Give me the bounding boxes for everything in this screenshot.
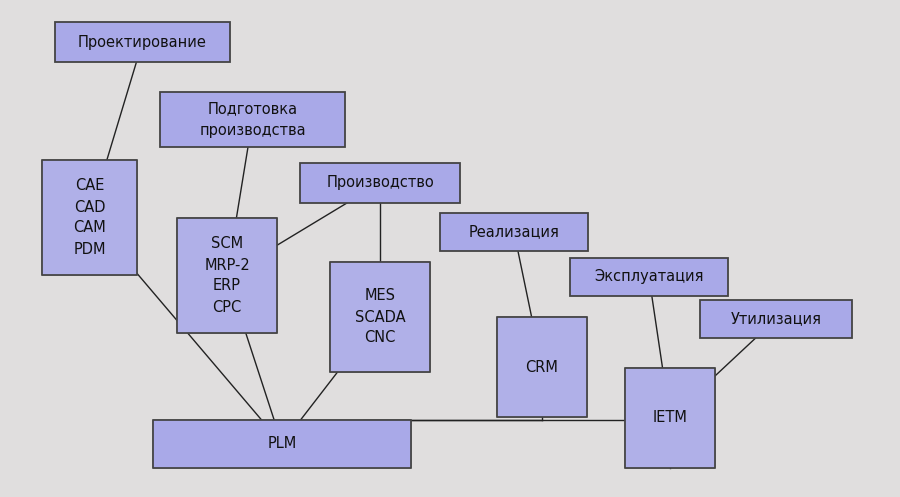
FancyBboxPatch shape: [42, 160, 137, 275]
FancyBboxPatch shape: [55, 22, 230, 62]
FancyBboxPatch shape: [300, 163, 460, 203]
FancyBboxPatch shape: [160, 92, 345, 147]
FancyBboxPatch shape: [330, 262, 430, 372]
Text: Подготовка
производства: Подготовка производства: [199, 101, 306, 138]
FancyBboxPatch shape: [497, 317, 587, 417]
Text: CAE
CAD
CAM
PDM: CAE CAD CAM PDM: [73, 178, 106, 256]
FancyBboxPatch shape: [177, 218, 277, 333]
Text: Эксплуатация: Эксплуатация: [594, 269, 704, 284]
Text: Проектирование: Проектирование: [78, 34, 207, 50]
Text: Реализация: Реализация: [469, 225, 560, 240]
Text: MES
SCADA
CNC: MES SCADA CNC: [355, 288, 405, 345]
FancyBboxPatch shape: [570, 258, 728, 296]
Text: CRM: CRM: [526, 359, 558, 375]
Text: SCM
MRP-2
ERP
CPC: SCM MRP-2 ERP CPC: [204, 237, 250, 315]
FancyBboxPatch shape: [153, 420, 411, 468]
Text: Утилизация: Утилизация: [731, 312, 822, 327]
Text: Производство: Производство: [326, 175, 434, 190]
FancyBboxPatch shape: [440, 213, 588, 251]
FancyBboxPatch shape: [700, 300, 852, 338]
Text: PLM: PLM: [267, 436, 297, 451]
Text: IETM: IETM: [652, 411, 688, 425]
FancyBboxPatch shape: [625, 368, 715, 468]
